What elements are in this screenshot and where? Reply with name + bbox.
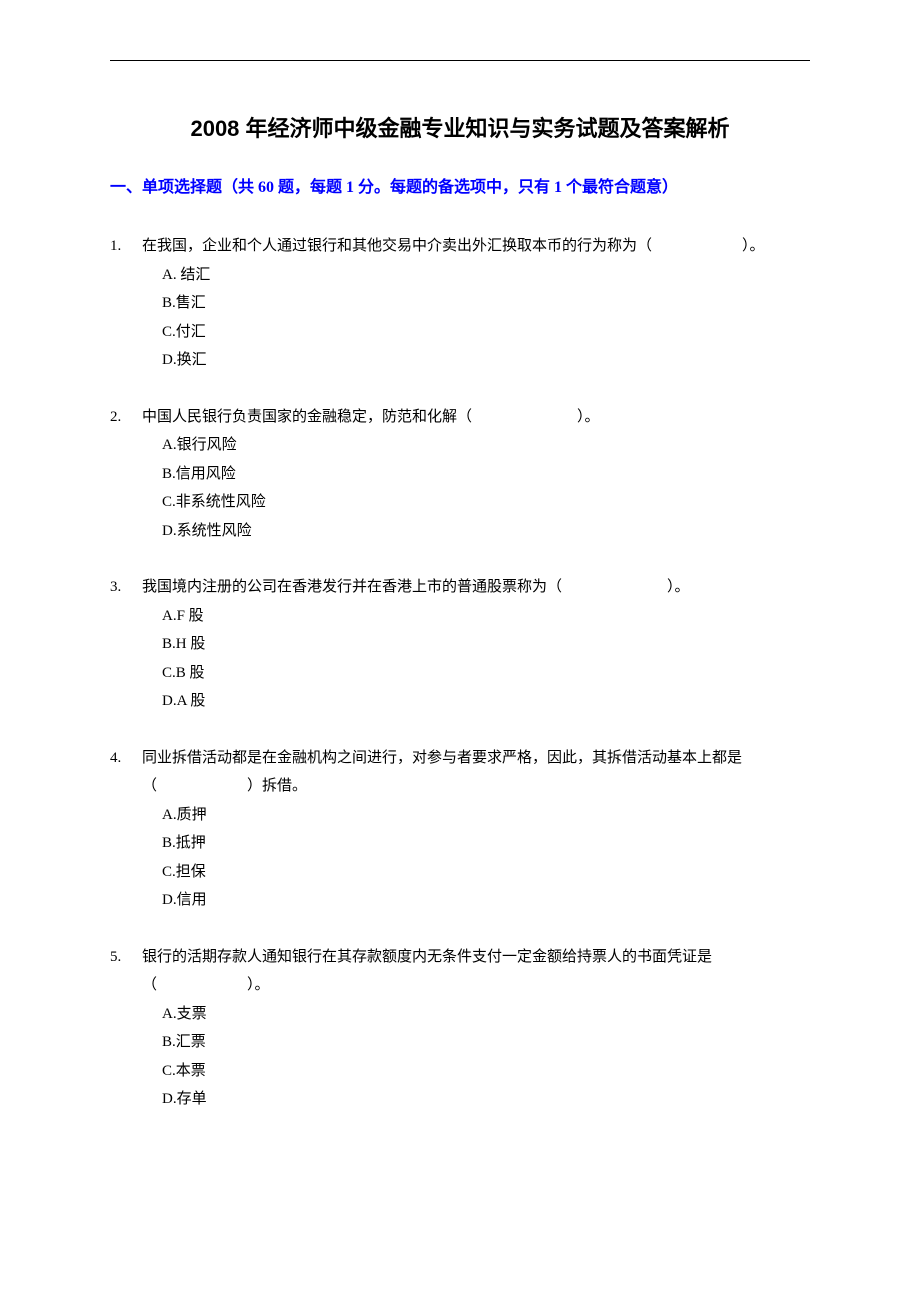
options-list: A. 结汇 B.售汇 C.付汇 D.换汇 bbox=[162, 261, 810, 375]
question-5: 5. 银行的活期存款人通知银行在其存款额度内无条件支付一定金额给持票人的书面凭证… bbox=[110, 943, 810, 1114]
question-number: 1. bbox=[110, 232, 142, 261]
question-2: 2. 中国人民银行负责国家的金融稳定，防范和化解（ ）。 A.银行风险 B.信用… bbox=[110, 403, 810, 546]
question-1: 1. 在我国，企业和个人通过银行和其他交易中介卖出外汇换取本币的行为称为（ ）。… bbox=[110, 232, 810, 375]
option-a: A.F 股 bbox=[162, 602, 810, 631]
option-d: D.换汇 bbox=[162, 346, 810, 375]
option-a: A. 结汇 bbox=[162, 261, 810, 290]
option-d: D.存单 bbox=[162, 1085, 810, 1114]
question-number: 4. bbox=[110, 744, 142, 773]
question-text: 在我国，企业和个人通过银行和其他交易中介卖出外汇换取本币的行为称为（ ）。 bbox=[142, 232, 810, 261]
option-a: A.质押 bbox=[162, 801, 810, 830]
question-number: 2. bbox=[110, 403, 142, 432]
question-4: 4. 同业拆借活动都是在金融机构之间进行，对参与者要求严格，因此，其拆借活动基本… bbox=[110, 744, 810, 915]
option-d: D.信用 bbox=[162, 886, 810, 915]
question-text: 中国人民银行负责国家的金融稳定，防范和化解（ ）。 bbox=[142, 403, 810, 432]
top-divider bbox=[110, 60, 810, 61]
options-list: A.支票 B.汇票 C.本票 D.存单 bbox=[162, 1000, 810, 1114]
option-c: C.担保 bbox=[162, 858, 810, 887]
question-text: 银行的活期存款人通知银行在其存款额度内无条件支付一定金额给持票人的书面凭证是（ … bbox=[142, 943, 810, 1000]
options-list: A.银行风险 B.信用风险 C.非系统性风险 D.系统性风险 bbox=[162, 431, 810, 545]
option-c: C.非系统性风险 bbox=[162, 488, 810, 517]
option-b: B.汇票 bbox=[162, 1028, 810, 1057]
option-b: B.H 股 bbox=[162, 630, 810, 659]
section-header: 一、单项选择题（共 60 题，每题 1 分。每题的备选项中，只有 1 个最符合题… bbox=[110, 173, 810, 197]
option-c: C.付汇 bbox=[162, 318, 810, 347]
document-title: 2008 年经济师中级金融专业知识与实务试题及答案解析 bbox=[110, 111, 810, 143]
question-number: 3. bbox=[110, 573, 142, 602]
options-list: A.F 股 B.H 股 C.B 股 D.A 股 bbox=[162, 602, 810, 716]
option-b: B.抵押 bbox=[162, 829, 810, 858]
option-d: D.A 股 bbox=[162, 687, 810, 716]
option-d: D.系统性风险 bbox=[162, 517, 810, 546]
option-a: A.支票 bbox=[162, 1000, 810, 1029]
question-number: 5. bbox=[110, 943, 142, 972]
option-c: C.B 股 bbox=[162, 659, 810, 688]
option-b: B.信用风险 bbox=[162, 460, 810, 489]
question-text: 我国境内注册的公司在香港发行并在香港上市的普通股票称为（ ）。 bbox=[142, 573, 810, 602]
option-b: B.售汇 bbox=[162, 289, 810, 318]
option-a: A.银行风险 bbox=[162, 431, 810, 460]
options-list: A.质押 B.抵押 C.担保 D.信用 bbox=[162, 801, 810, 915]
question-3: 3. 我国境内注册的公司在香港发行并在香港上市的普通股票称为（ ）。 A.F 股… bbox=[110, 573, 810, 716]
question-text: 同业拆借活动都是在金融机构之间进行，对参与者要求严格，因此，其拆借活动基本上都是… bbox=[142, 744, 810, 801]
option-c: C.本票 bbox=[162, 1057, 810, 1086]
